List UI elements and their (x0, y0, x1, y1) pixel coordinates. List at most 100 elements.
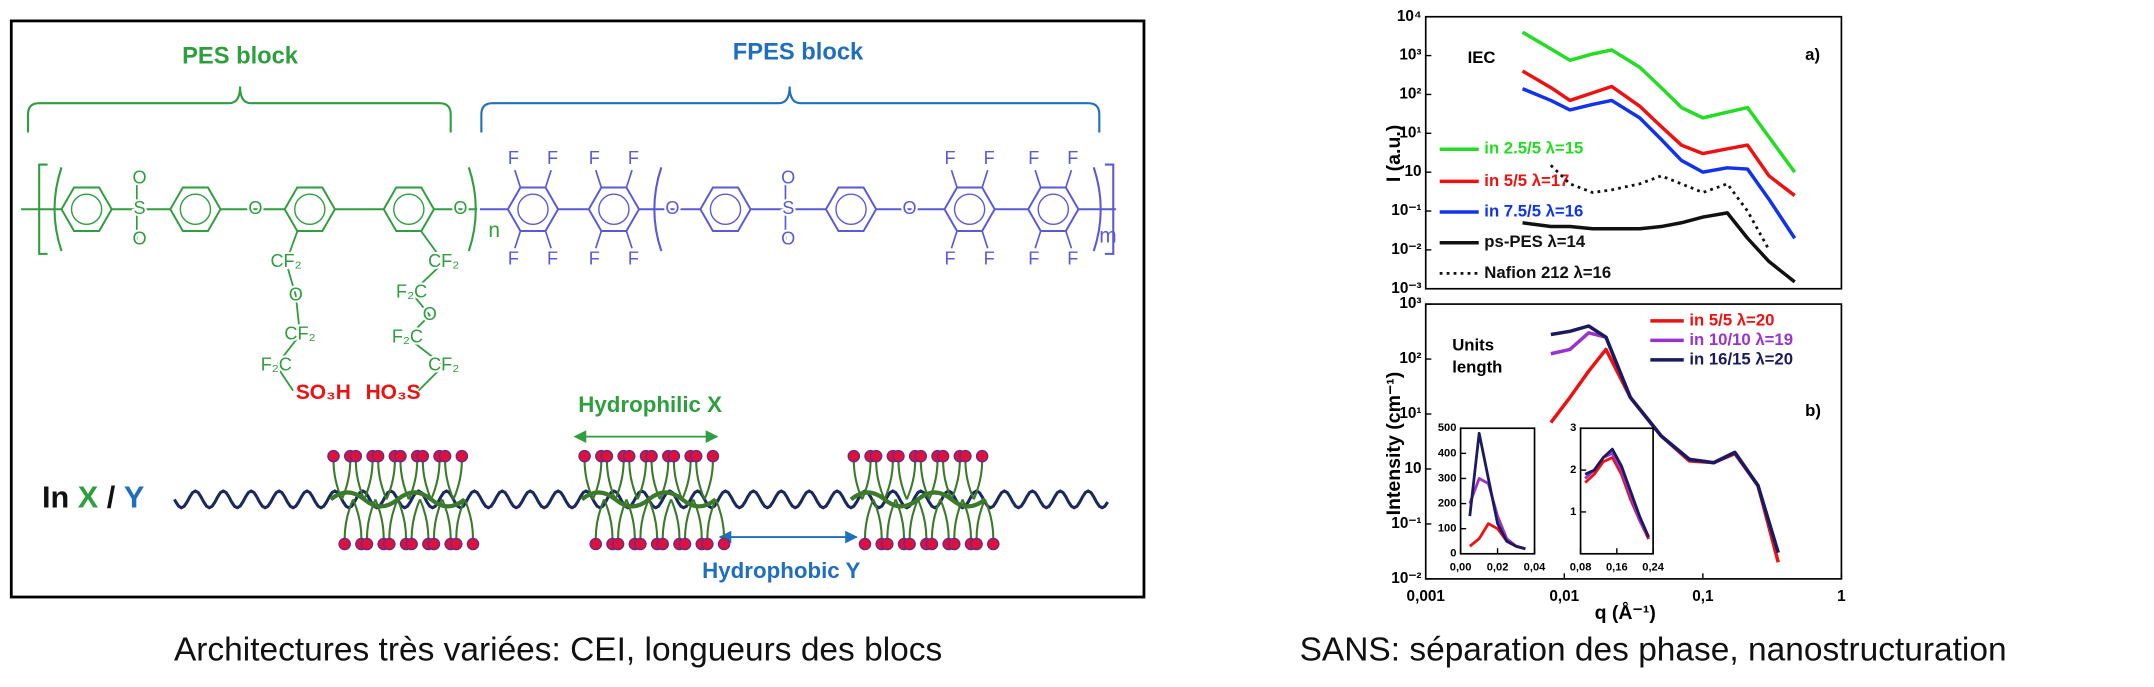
bond (981, 230, 989, 249)
atom-label: F (945, 248, 956, 268)
side-branch (681, 460, 692, 500)
acid-group (394, 449, 407, 463)
acid-group (925, 537, 939, 551)
fpes-label: FPES block (733, 39, 864, 65)
atom-label: F (547, 248, 558, 268)
atom-label: CF₂ (428, 251, 459, 271)
side-branch (617, 498, 628, 539)
side-branch (983, 498, 995, 539)
side-branch (583, 460, 594, 500)
atom-label: F (984, 148, 995, 168)
x-tick-label: 0,001 (1407, 588, 1446, 605)
acid-group (645, 449, 658, 463)
side-branch (939, 498, 950, 539)
x-tick-label: 0,01 (1549, 588, 1579, 605)
acid-group (611, 537, 625, 551)
y-tick-label: 2 (1570, 464, 1576, 476)
acid-group (349, 449, 363, 463)
bond (981, 169, 989, 188)
legend-label: in 10/10 λ=19 (1689, 330, 1793, 349)
acid-group (987, 537, 1000, 551)
side-branch (410, 498, 421, 539)
legend-label: in 16/15 λ=20 (1689, 349, 1793, 368)
ring (283, 186, 337, 232)
atom-label: F₂C (261, 354, 292, 374)
legend-label: in 2.5/5 λ=15 (1484, 139, 1583, 158)
bond (625, 230, 633, 249)
side-branch (441, 498, 452, 539)
side-branch (377, 460, 388, 500)
series-line (1468, 431, 1526, 551)
series-line (1549, 164, 1771, 251)
x-tick-label: 1 (1837, 588, 1846, 605)
side-branch (628, 460, 639, 500)
side-branch (972, 460, 984, 500)
x-tick-label: 0,04 (1524, 562, 1546, 574)
atom-label: F (508, 248, 519, 268)
y-tick-label: 10¹ (1399, 124, 1421, 141)
series-line (1522, 211, 1796, 284)
ring-inner (598, 193, 630, 226)
series-line (1521, 30, 1797, 174)
side-branch (374, 498, 385, 539)
y-tick-label: 200 (1438, 498, 1457, 510)
acid-group (858, 537, 872, 551)
y-tick-label: 10⁻² (1391, 241, 1421, 258)
side-branch (875, 460, 886, 500)
legend-y: Y (124, 479, 144, 514)
ring (169, 186, 222, 232)
side-branch (872, 498, 883, 539)
side-branch (883, 460, 894, 500)
atom-label: O (289, 285, 303, 305)
x-tick-label: 0,00 (1450, 562, 1472, 574)
side-branch (953, 498, 964, 539)
side-branch (928, 460, 939, 500)
ring-inner (953, 193, 986, 226)
side-chain (275, 231, 301, 392)
legend-label: in 5/5 λ=17 (1484, 171, 1569, 190)
side-branch (363, 460, 374, 500)
side-branch (661, 498, 673, 539)
bond (514, 230, 522, 249)
acid-group (360, 537, 374, 551)
atom-label: CF₂ (270, 251, 301, 271)
side-branch (421, 460, 433, 500)
legend-slash: / (107, 479, 116, 514)
caption-left: Architectures très variées: CEI, longueu… (174, 631, 942, 668)
side-branch (714, 498, 726, 539)
acid-group (892, 449, 905, 463)
acid-group (371, 449, 385, 463)
side-branch (385, 460, 396, 500)
side-branch (343, 498, 354, 539)
bond (514, 169, 522, 188)
bond (594, 169, 603, 188)
acid-group (903, 537, 916, 551)
series-line (1521, 87, 1797, 240)
side-branch (603, 498, 614, 539)
bracket (653, 163, 1115, 255)
ring (699, 186, 752, 232)
side-branch (894, 498, 906, 539)
atom-label: S (782, 198, 794, 218)
bond (950, 230, 958, 249)
atom-label: O (248, 198, 262, 218)
atom-label: F (589, 148, 600, 168)
ring-inner (835, 193, 867, 226)
side-branch (919, 460, 931, 500)
acid-group (600, 449, 614, 463)
side-branch (897, 460, 908, 500)
ring-inner (709, 193, 742, 226)
y-axis-label: Intensity (cm⁻¹) (1383, 372, 1405, 516)
repeat-n: n (488, 219, 500, 242)
atom-label: F (1028, 248, 1039, 268)
hydrophobic-label: Hydrophobic Y (702, 558, 860, 583)
y-tick-label: 10 (1404, 163, 1421, 180)
side-branch (917, 498, 928, 539)
atom-label: O (781, 229, 795, 249)
acid-group (847, 449, 861, 463)
acid-left: SO₃H (296, 381, 351, 404)
atom-label: F₂C (396, 282, 427, 302)
acid-group (869, 449, 883, 463)
side-branch (964, 460, 975, 500)
